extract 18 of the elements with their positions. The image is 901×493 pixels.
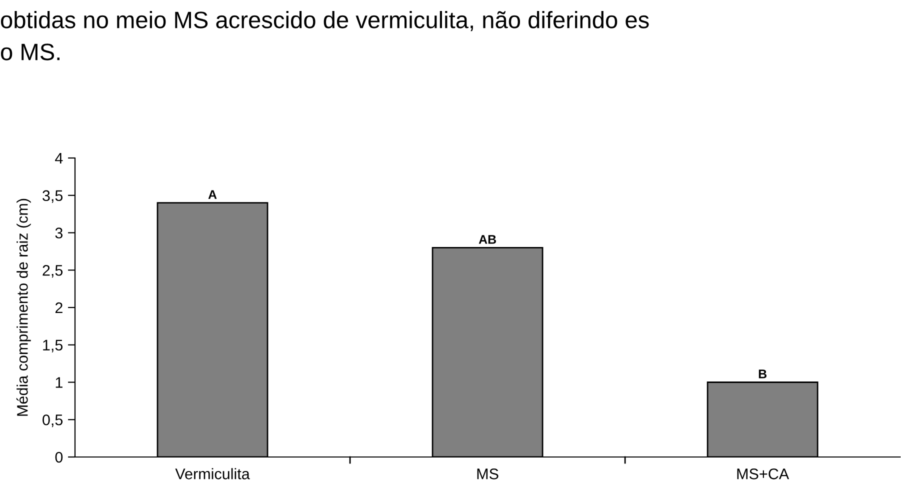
y-tick-label: 3,5 — [42, 190, 63, 203]
y-tick-label: 0,5 — [42, 414, 63, 428]
annotation: A — [208, 190, 217, 199]
annotation: AB — [478, 235, 496, 244]
y-tick-label: 3 — [55, 228, 63, 238]
y-tick-label: 0 — [55, 452, 63, 463]
text: o MS. — [0, 44, 60, 60]
x-tick-label: MS+CA — [737, 468, 790, 480]
y-tick-label: 2 — [55, 302, 62, 314]
y-tick-label: 2,5 — [42, 264, 63, 278]
y-tick-label: 4 — [55, 153, 63, 164]
annotation: B — [758, 370, 767, 378]
y-tick-label: 1 — [56, 377, 62, 388]
x-tick-label: Vermiculita — [175, 468, 250, 480]
text: obtidas no meio MS acrescido de vermiculita, não diferindo es — [0, 10, 649, 32]
y-axis-title: Média comprimento de raiz (cm) — [16, 198, 31, 416]
x-tick-label: MS — [477, 468, 498, 480]
y-tick-label: 1,5 — [43, 340, 63, 352]
